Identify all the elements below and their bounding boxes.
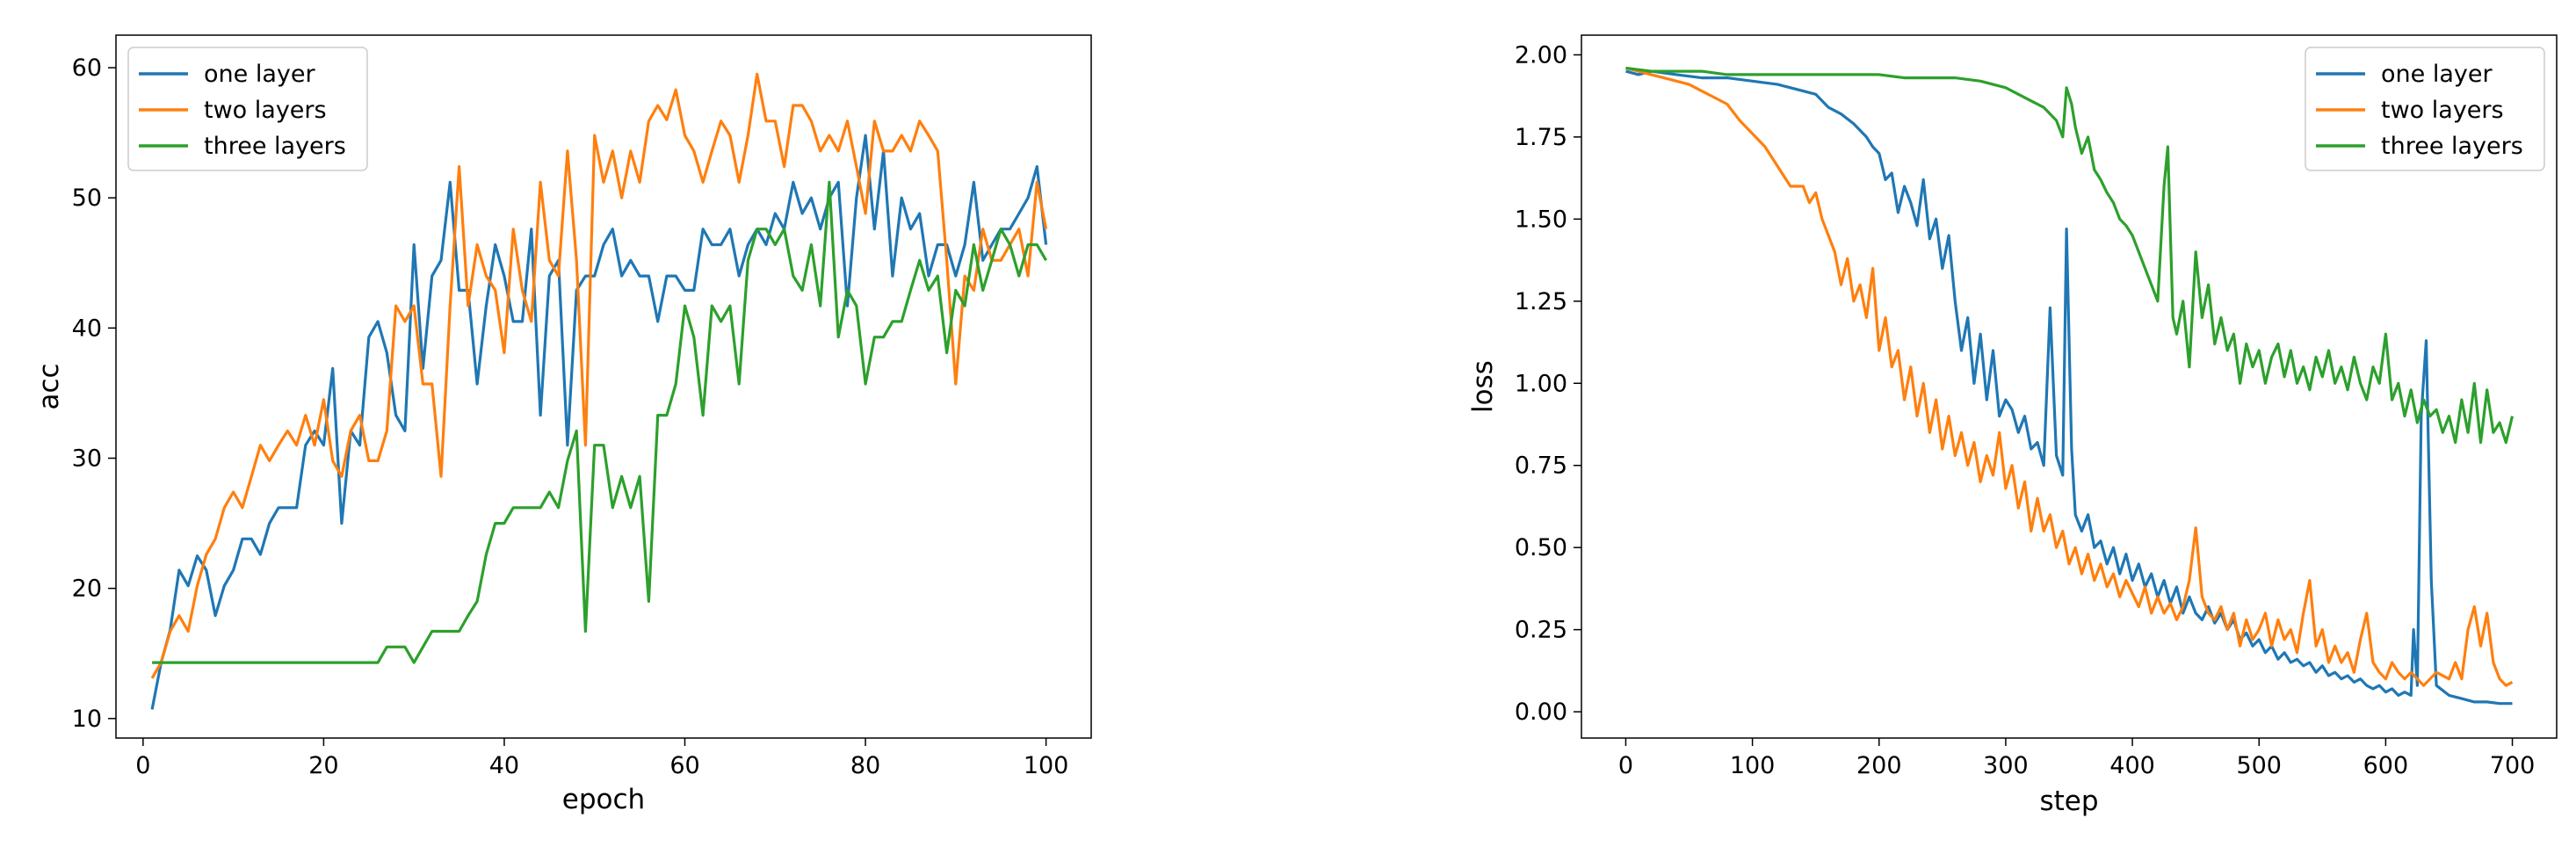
- legend: one layer two layers three layers: [2305, 47, 2545, 171]
- x-tick-label: 500: [2236, 752, 2282, 779]
- y-tick-label: 2.00: [1515, 41, 1567, 69]
- x-axis-label: step: [2039, 785, 2098, 817]
- series-lines: [1625, 66, 2514, 706]
- legend: one layer two layers three layers: [127, 47, 368, 171]
- y-tick-label: 10: [72, 706, 102, 733]
- legend-label: one layer: [204, 61, 315, 88]
- y-axis-label: acc: [33, 363, 65, 409]
- legend-label: three layers: [2381, 133, 2523, 160]
- accuracy-chart: 0 20 40 60 80 100 10 20 30 40 50 60 epoch acc one l…: [33, 34, 1092, 815]
- y-tick-label: 50: [72, 185, 102, 212]
- axis-ticks: 0 100 200 300 400 500 600 700 0.00 0.25 0.50 0.75 1.…: [1515, 41, 2535, 779]
- series-line-three-layers: [1625, 66, 2514, 445]
- y-tick-label: 20: [72, 576, 102, 603]
- legend-box: [2305, 47, 2545, 171]
- series-line-two-layers: [1625, 66, 2514, 687]
- x-tick-label: 100: [1024, 752, 1069, 779]
- y-tick-label: 60: [72, 54, 102, 82]
- x-tick-label: 400: [2109, 752, 2155, 779]
- legend-box: [127, 47, 368, 171]
- x-tick-label: 600: [2363, 752, 2409, 779]
- y-tick-label: 0.75: [1515, 452, 1567, 480]
- series-lines: [150, 72, 1048, 710]
- series-line-two-layers: [150, 72, 1048, 679]
- x-tick-label: 300: [1983, 752, 2029, 779]
- y-tick-label: 30: [72, 445, 102, 472]
- x-tick-label: 20: [308, 752, 338, 779]
- x-tick-label: 40: [489, 752, 519, 779]
- y-tick-label: 1.50: [1515, 206, 1567, 233]
- legend-label: three layers: [204, 133, 346, 160]
- legend-label: two layers: [2381, 97, 2504, 124]
- y-tick-label: 1.25: [1515, 288, 1567, 315]
- axis-ticks: 0 20 40 60 80 100 10 20 30 40 50 60: [72, 54, 1069, 779]
- x-tick-label: 80: [850, 752, 880, 779]
- x-tick-label: 0: [135, 752, 150, 779]
- x-tick-label: 0: [1618, 752, 1633, 779]
- x-tick-label: 200: [1856, 752, 1902, 779]
- series-line-one-layer: [1625, 69, 2513, 706]
- legend-label: one layer: [2381, 61, 2493, 88]
- legend-label: two layers: [204, 97, 327, 124]
- x-tick-label: 60: [669, 752, 699, 779]
- y-tick-label: 0.00: [1515, 699, 1567, 726]
- y-tick-label: 0.50: [1515, 534, 1567, 561]
- y-tick-label: 1.00: [1515, 370, 1567, 397]
- x-axis-label: epoch: [562, 784, 645, 815]
- x-tick-label: 100: [1730, 752, 1776, 779]
- y-axis-label: loss: [1467, 360, 1499, 413]
- series-line-one-layer: [150, 134, 1048, 710]
- x-tick-label: 700: [2490, 752, 2536, 779]
- loss-chart: 0 100 200 300 400 500 600 700 0.00 0.25 0.50 0.75 1.…: [1467, 34, 2558, 817]
- series-line-three-layers: [152, 180, 1047, 664]
- y-tick-label: 0.25: [1515, 617, 1567, 644]
- y-tick-label: 1.75: [1515, 124, 1567, 151]
- y-tick-label: 40: [72, 315, 102, 342]
